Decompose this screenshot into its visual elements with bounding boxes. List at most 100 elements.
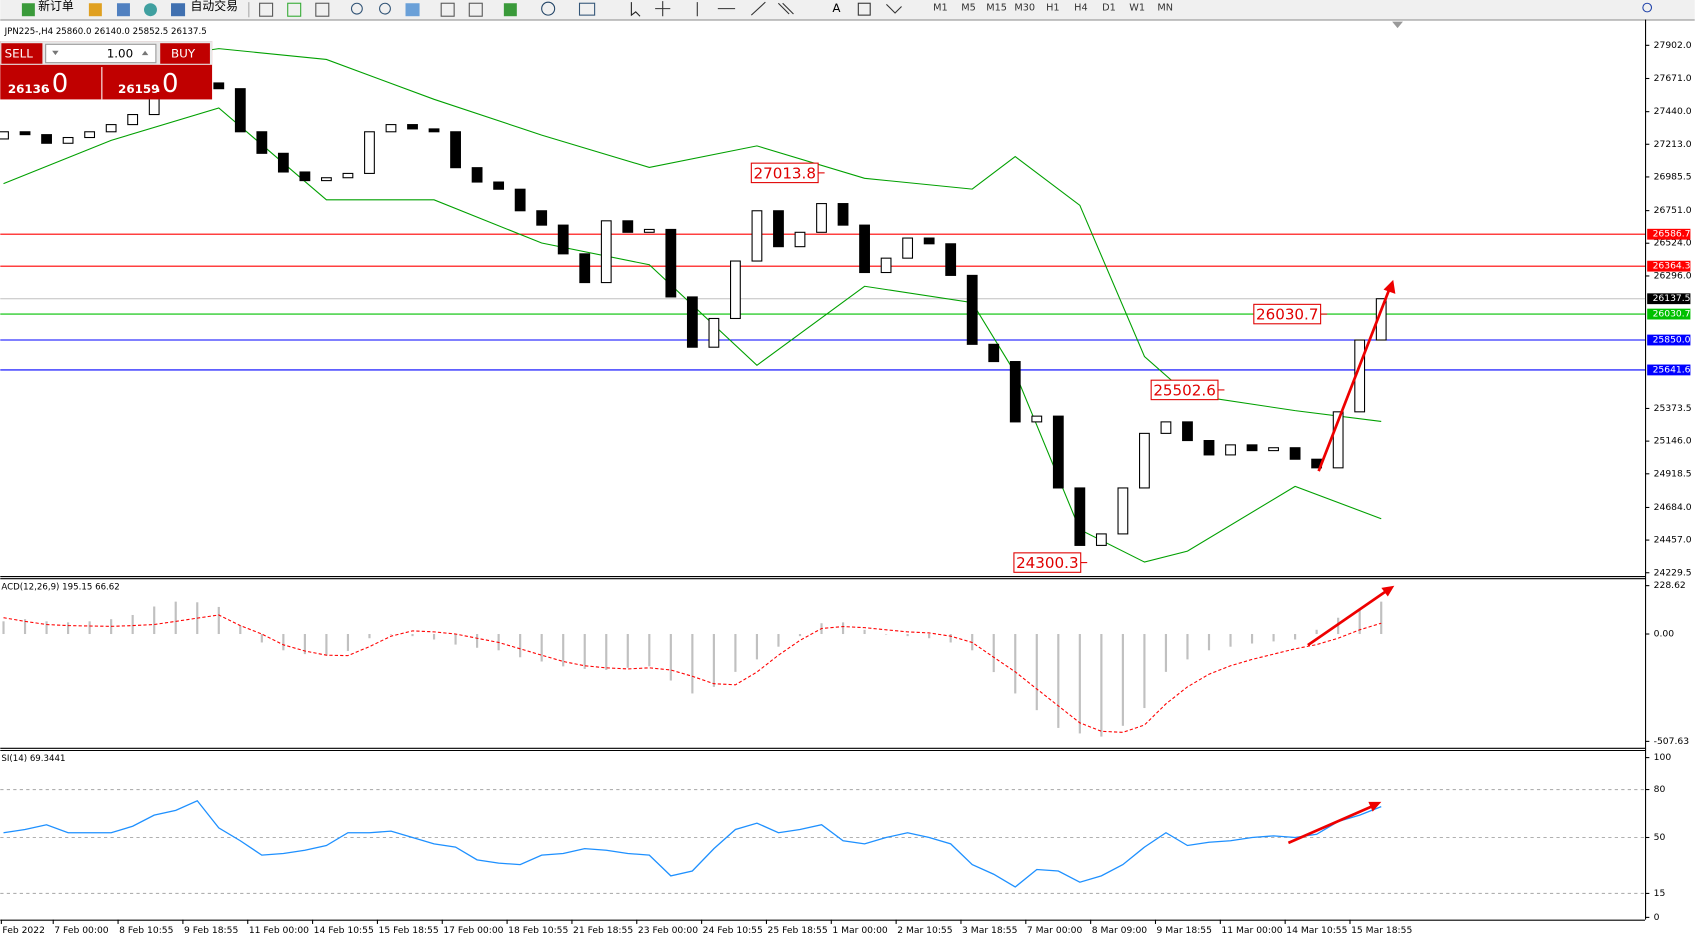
macd-bar	[1380, 601, 1383, 635]
new-order-icon[interactable]	[21, 3, 35, 17]
y-tick-label: 50	[1654, 832, 1666, 843]
candle-body	[342, 172, 354, 179]
macd-title: ACD(12,26,9) 195.15 66.62	[1, 582, 119, 592]
sell-button[interactable]	[1, 43, 43, 64]
auto-trading-icon[interactable]	[171, 3, 186, 17]
candle-body	[1117, 487, 1129, 535]
line-tools[interactable]	[696, 1, 766, 17]
buy-price-fraction[interactable]: .0	[154, 69, 179, 99]
y-tick-label: 25373.5	[1654, 403, 1692, 414]
candle-body	[1225, 444, 1236, 456]
candle-body	[880, 257, 892, 274]
timeframe[interactable]: M30	[1014, 3, 1035, 14]
candle-body	[751, 210, 763, 262]
tool-icon[interactable]	[88, 3, 102, 17]
text-tool[interactable]: A	[832, 1, 841, 15]
y-tick-label: 27213.0	[1654, 139, 1692, 150]
timeframe[interactable]: MN	[1157, 3, 1173, 14]
volume-field[interactable]	[45, 43, 157, 64]
x-tick-label: 14 Mar 10:55	[1286, 925, 1347, 936]
candle-body	[988, 343, 1000, 363]
tool-icon[interactable]	[468, 2, 483, 17]
x-tick-label: Feb 2022	[2, 925, 44, 936]
candle-body	[794, 231, 806, 248]
y-tick-label: 27440.0	[1654, 106, 1692, 117]
rsi-title: SI(14) 69.3441	[1, 754, 65, 764]
candle-body	[579, 253, 591, 284]
candle-body	[299, 171, 311, 182]
sell-price[interactable]: 26136	[8, 82, 49, 96]
annotation-box	[1253, 303, 1322, 325]
chart-area	[0, 19, 1695, 938]
tool-icon[interactable]	[405, 3, 420, 17]
macd-bar	[777, 634, 780, 647]
buy-price[interactable]: 26159	[118, 82, 159, 96]
candle-body	[600, 220, 612, 284]
zoom-in[interactable]	[350, 2, 363, 15]
macd-bar	[217, 606, 220, 635]
tool-icon[interactable]	[116, 3, 130, 17]
macd-bar	[325, 634, 328, 656]
sell-label[interactable]: SELL	[5, 47, 34, 61]
indicators[interactable]	[503, 3, 517, 17]
fib-tool[interactable]	[777, 2, 794, 15]
x-tick-label: 7 Mar 00:00	[1027, 925, 1083, 936]
tool-icon[interactable]	[315, 2, 330, 17]
periods[interactable]	[541, 1, 556, 16]
crosshair-tool[interactable]	[655, 1, 671, 17]
candle-body	[643, 228, 655, 233]
trade-panel: SELL 1.00 BUY 26136 .0 26159 .0	[0, 41, 213, 100]
timeframe[interactable]: D1	[1102, 3, 1116, 14]
tool-icon[interactable]	[440, 2, 455, 17]
label-tool[interactable]	[857, 2, 871, 16]
cursor-tool[interactable]	[630, 2, 641, 17]
rsi-line	[3, 799, 1382, 888]
zoom-out[interactable]	[379, 2, 391, 15]
level-label: 26030.7	[1653, 309, 1691, 320]
x-tick-label: 11 Mar 00:00	[1221, 925, 1282, 936]
tool-icon[interactable]	[287, 2, 302, 17]
y-tick-label: 0	[1654, 912, 1660, 923]
macd-bar	[669, 634, 672, 681]
x-tick-label: 25 Feb 18:55	[768, 925, 828, 936]
arrow-tool[interactable]	[886, 3, 902, 14]
y-tick-label: 228.62	[1654, 580, 1686, 591]
x-tick-label: 9 Feb 18:55	[184, 925, 239, 936]
timeframe[interactable]: W1	[1129, 3, 1145, 14]
macd-bar	[239, 625, 242, 635]
y-tick-label: 15	[1654, 888, 1666, 899]
macd-bar	[798, 634, 802, 637]
new-order[interactable]: 新订单	[38, 0, 74, 13]
candle-body	[730, 260, 741, 320]
macd-bar	[691, 634, 694, 694]
tool-icon[interactable]	[144, 3, 157, 17]
x-tick-label: 8 Feb 10:55	[119, 925, 174, 936]
sell-price-fraction[interactable]: .0	[44, 69, 69, 99]
macd-bar	[885, 634, 888, 635]
timeframe[interactable]: H1	[1046, 3, 1060, 14]
volume-up[interactable]	[141, 50, 149, 56]
volume-down[interactable]	[52, 50, 59, 56]
macd-bar	[906, 634, 909, 637]
volume[interactable]: 1.00	[107, 47, 133, 61]
timeframe[interactable]: H4	[1074, 3, 1088, 14]
y-tick-label: 25146.0	[1654, 436, 1692, 447]
arrow	[1317, 286, 1392, 472]
buy-button[interactable]	[160, 43, 210, 64]
y-tick-label: 24229.5	[1654, 567, 1692, 578]
macd-bar	[1229, 634, 1232, 647]
buy-label[interactable]: BUY	[171, 47, 196, 61]
templates[interactable]	[578, 2, 596, 16]
timeframe[interactable]: M15	[986, 3, 1007, 14]
macd-bar	[454, 634, 457, 645]
macd-bar	[605, 634, 608, 670]
drawn-arrows	[1287, 279, 1396, 845]
tool-icon[interactable]	[259, 2, 274, 17]
macd-bar	[1121, 634, 1124, 726]
search[interactable]	[1642, 2, 1653, 13]
auto-trading[interactable]: 自动交易	[190, 0, 238, 13]
timeframe[interactable]: M5	[961, 3, 976, 14]
timeframe[interactable]: M1	[933, 3, 948, 14]
x-tick-label: 9 Mar 18:55	[1157, 925, 1213, 936]
candle-body	[105, 124, 117, 133]
